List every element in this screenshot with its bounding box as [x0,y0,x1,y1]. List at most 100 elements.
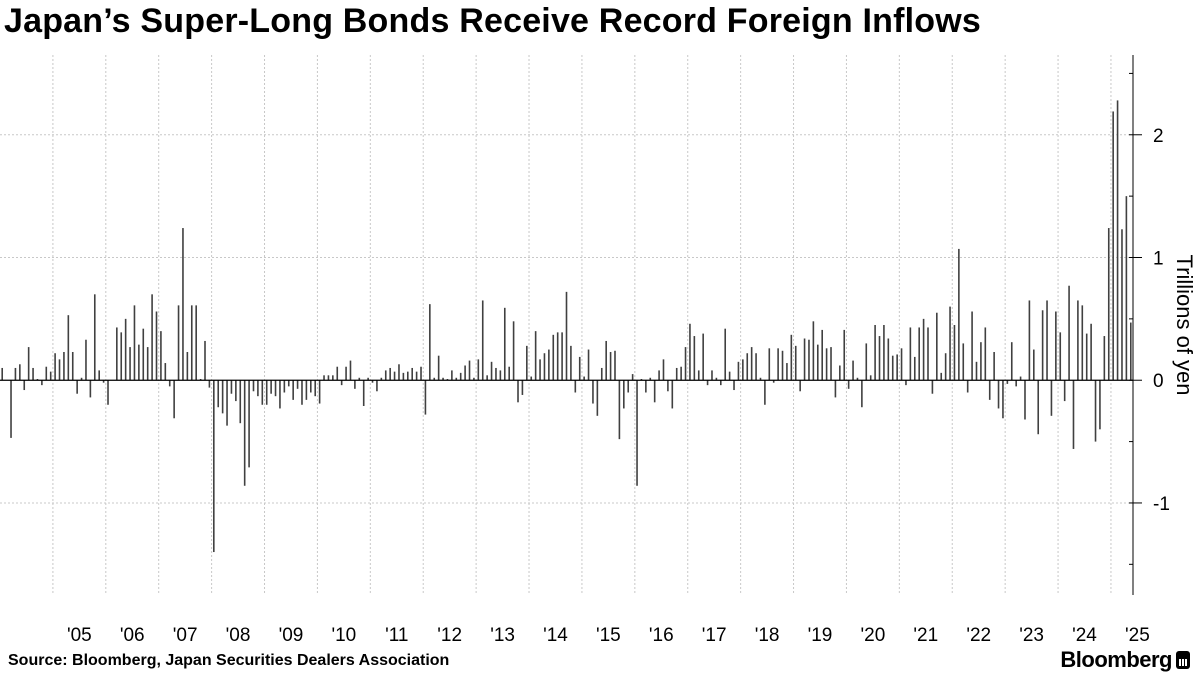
bar [839,365,841,381]
bar [1019,376,1022,381]
bar [592,380,594,404]
bar [750,347,753,381]
bar [543,353,546,381]
bar [962,343,965,381]
bar [32,367,34,381]
bar [988,380,991,400]
bar [645,380,647,393]
bar [1116,100,1119,381]
bar [437,355,440,381]
x-tick-label: '13 [490,625,515,646]
bar [226,380,228,426]
x-tick-label: '12 [437,625,462,646]
bar [878,336,881,381]
bar [173,380,175,419]
bar [208,380,211,388]
bar [821,329,823,381]
bar [182,228,184,381]
bar [314,380,317,397]
bar [442,377,444,381]
x-tick-label: '20 [861,625,886,646]
bar [689,323,691,381]
bar [927,327,929,381]
bar [102,380,105,383]
bar [803,338,806,381]
bar [235,380,237,402]
bar [177,305,180,381]
bar [138,344,140,381]
bar [93,294,96,381]
bar [922,318,925,381]
bar [627,380,630,393]
x-tick-label: '15 [596,625,621,646]
bar [160,331,162,381]
bar [777,348,779,381]
bar [764,380,766,405]
bar [530,376,533,381]
bar [949,306,951,381]
x-tick-label: '14 [543,625,568,646]
bar [966,380,969,393]
bar [768,348,771,381]
bar [944,353,947,381]
y-axis-title: Trillions of yen [1172,254,1197,395]
brand-logo: Bloomberg [1060,647,1190,673]
bar [332,375,334,381]
bar [1050,380,1053,416]
y-tick-label: 2 [1153,126,1164,147]
bar [697,370,700,381]
bar [199,379,202,381]
bar [345,366,347,381]
bar [481,300,484,381]
y-tick-label: -1 [1153,494,1170,515]
bar [429,304,431,381]
bar [283,380,286,393]
bar [67,315,70,381]
bar [958,248,960,381]
bar [825,348,828,381]
bar [19,364,21,381]
bar [85,339,87,381]
bar [1,367,4,381]
bar [1099,380,1101,430]
brand-name: Bloomberg [1060,647,1172,672]
bar [1081,305,1084,381]
bar [367,377,369,381]
bar [887,338,890,381]
bar [865,343,868,381]
bar [508,366,510,381]
bar [420,366,422,381]
bar [151,294,153,381]
bar [816,344,819,381]
bar [781,350,784,381]
bloomberg-icon [1176,651,1190,669]
x-tick-label: '05 [67,625,92,646]
bar [1125,196,1128,381]
bar [248,380,250,468]
bar [1024,380,1026,420]
bar [415,371,418,381]
bar [1041,310,1044,381]
bar [336,366,339,381]
bar [667,380,669,392]
bar [296,380,299,389]
bar [217,380,220,408]
x-tick-label: '23 [1019,625,1044,646]
bar [384,370,387,381]
bar [640,379,643,381]
bar [600,367,603,381]
bar [213,380,215,553]
y-axis: -1 0 1 2 [0,55,1170,595]
bar [486,375,488,381]
bar [464,365,466,381]
bar [424,380,427,415]
bar [455,377,458,381]
bar [900,348,903,381]
x-tick-label: '18 [755,625,780,646]
bar [411,367,414,381]
bar [354,380,356,389]
bar [861,380,863,408]
bar [318,380,321,404]
bar [649,377,652,381]
